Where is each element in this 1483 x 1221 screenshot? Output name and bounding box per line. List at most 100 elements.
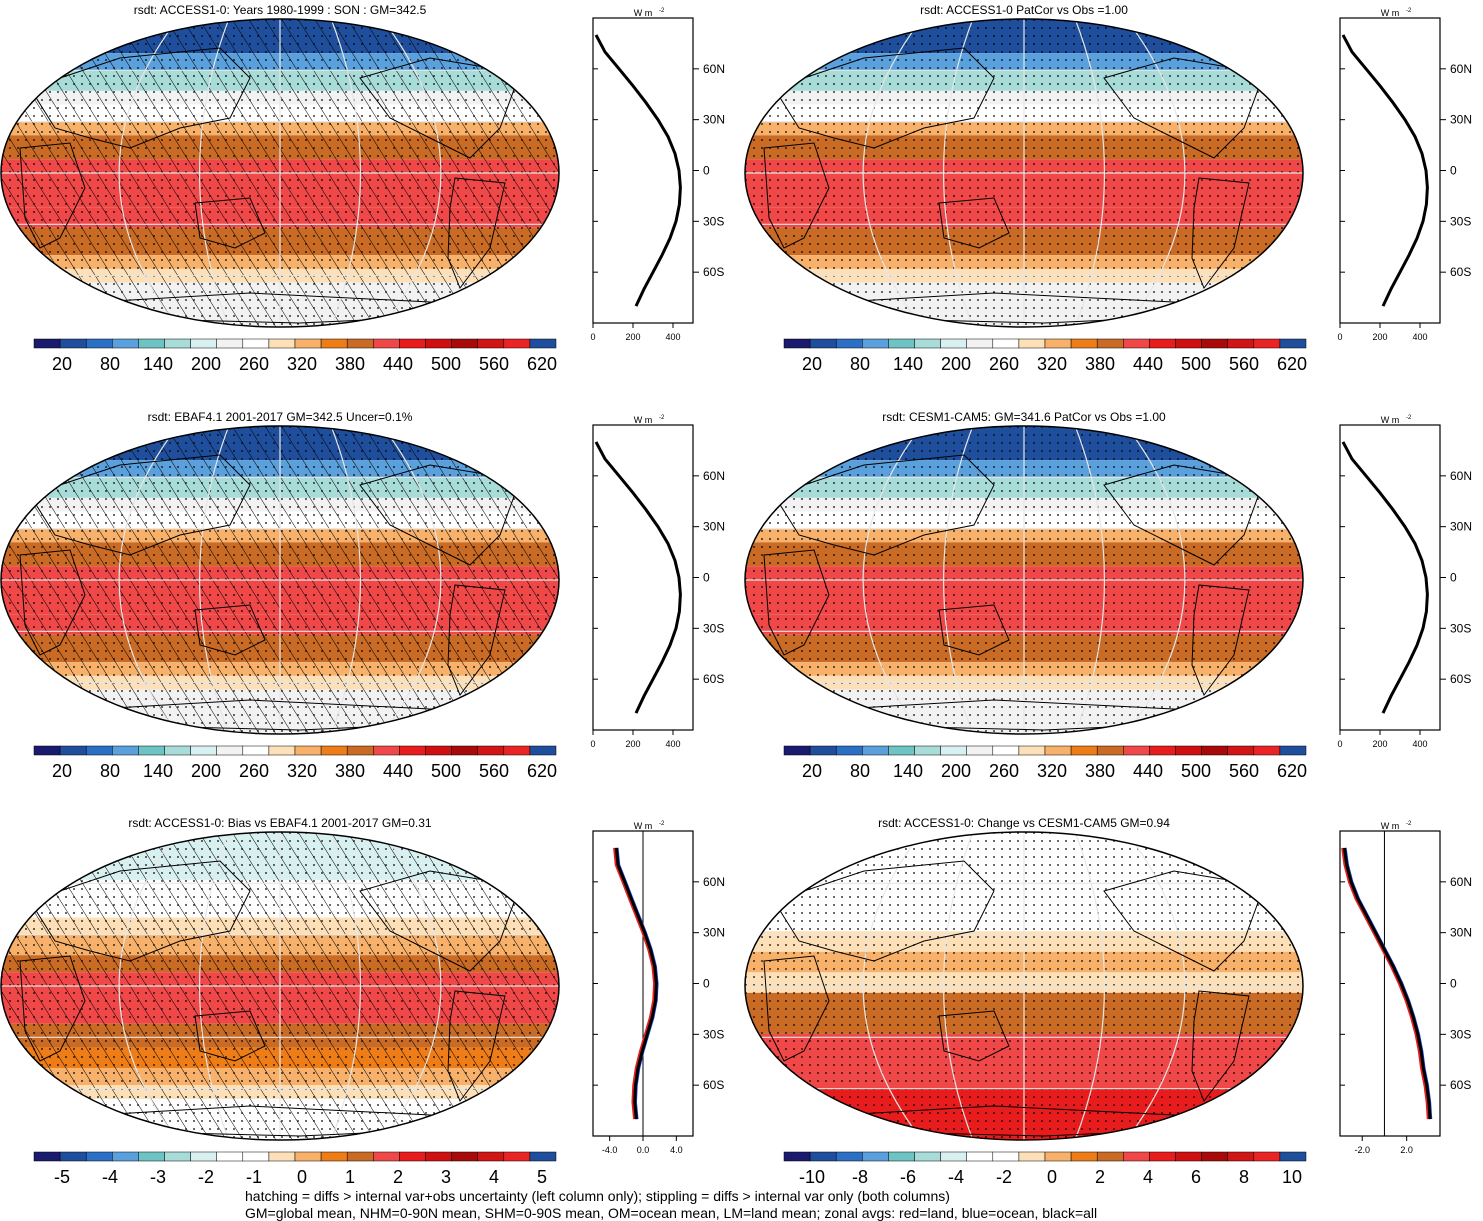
colorbar-0-cell-2 xyxy=(85,338,113,349)
colorbar-2-label-1: 80 xyxy=(99,761,121,781)
colorbar-0-cell-7 xyxy=(216,338,244,349)
zonal-0-unit: W m xyxy=(634,8,653,18)
colorbar-2-cell-6 xyxy=(190,745,217,756)
map-1 xyxy=(744,18,1304,328)
colorbar-2-cell-7 xyxy=(216,745,244,756)
zonal-5-land-line xyxy=(1341,847,1430,1120)
colorbar-4-cell-8 xyxy=(242,1151,270,1162)
colorbar-1-label-4: 260 xyxy=(988,354,1020,374)
colorbar-4-cell-3 xyxy=(112,1151,139,1162)
colorbar-4-label-2: -3 xyxy=(149,1167,167,1187)
zonal-2-ytick-3: 30S xyxy=(703,621,724,635)
colorbar-2-cell-10 xyxy=(294,745,322,756)
colorbar-5-cell-1 xyxy=(809,1151,837,1162)
zonal-plot-1: W m -2 60N 30N 0 30S 60S 0 200 400 xyxy=(1337,8,1472,342)
colorbar-0-cell-6 xyxy=(190,338,217,349)
zonal-5-ytick-4: 60S xyxy=(1450,1078,1471,1092)
map-1-coastline-2 xyxy=(938,197,1010,249)
colorbar-3-cell-13 xyxy=(1123,745,1150,756)
colorbar-1-label-7: 440 xyxy=(1132,354,1164,374)
zonal-4-all-line xyxy=(614,847,658,1120)
colorbar-5-cell-11 xyxy=(1070,1151,1098,1162)
colorbar-5-label-8: 6 xyxy=(1190,1167,1202,1187)
zonal-0-ytick-4: 60S xyxy=(703,265,724,279)
zonal-3-ytick-2: 0 xyxy=(1450,571,1457,585)
colorbar-3-label-4: 260 xyxy=(988,761,1020,781)
colorbar-4-label-5: 0 xyxy=(296,1167,308,1187)
colorbar-3-label-9: 560 xyxy=(1228,761,1260,781)
colorbar-0-label-2: 140 xyxy=(142,354,174,374)
map-0-coastline-0 xyxy=(29,47,251,149)
colorbar-3 xyxy=(783,745,1307,756)
map-1-title: rsdt: ACCESS1-0 PatCor vs Obs =1.00 xyxy=(920,3,1128,17)
map-3-coastline-4 xyxy=(1191,584,1250,697)
colorbar-5-cell-19 xyxy=(1279,1151,1307,1162)
colorbar-3-label-6: 380 xyxy=(1084,761,1116,781)
colorbar-5-cell-6 xyxy=(940,1151,967,1162)
zonal-1-ytick-1: 30N xyxy=(1450,113,1472,127)
colorbar-4-cell-0 xyxy=(33,1151,61,1162)
zonal-0-ytick-0: 60N xyxy=(703,62,725,76)
zonal-4-xtick-0: -4.0 xyxy=(602,1145,618,1155)
colorbar-2-label-3: 200 xyxy=(190,761,222,781)
colorbar-4-label-1: -4 xyxy=(101,1167,119,1187)
zonal-1-xtick-2: 400 xyxy=(1412,332,1427,342)
colorbar-1-cell-1 xyxy=(809,338,837,349)
zonal-5-all-line xyxy=(1342,847,1432,1120)
colorbar-4-label-8: 3 xyxy=(440,1167,452,1187)
colorbar-0-cell-10 xyxy=(294,338,322,349)
colorbar-1-cell-0 xyxy=(783,338,811,349)
zonal-2-unit: W m xyxy=(634,415,653,425)
colorbar-3-cell-19 xyxy=(1279,745,1307,756)
colorbar-0-cell-0 xyxy=(33,338,61,349)
colorbar-2-cell-14 xyxy=(399,745,426,756)
colorbar-4-label-9: 4 xyxy=(488,1167,500,1187)
colorbar-1-cell-7 xyxy=(966,338,994,349)
colorbar-5-label-10: 10 xyxy=(1281,1167,1303,1187)
colorbar-5-cell-17 xyxy=(1227,1151,1255,1162)
zonal-4-xtick-2: 4.0 xyxy=(670,1145,683,1155)
colorbar-1 xyxy=(783,338,1307,349)
zonal-3-unit: W m xyxy=(1381,415,1400,425)
colorbar-0-cell-19 xyxy=(529,338,557,349)
colorbar-3-cell-17 xyxy=(1227,745,1255,756)
colorbar-4-cell-13 xyxy=(373,1151,400,1162)
colorbar-1-cell-15 xyxy=(1175,338,1202,349)
svg-text:-2: -2 xyxy=(1406,821,1412,827)
colorbar-0-label-8: 500 xyxy=(430,354,462,374)
colorbar-0-cell-3 xyxy=(112,338,139,349)
colorbar-3-label-7: 440 xyxy=(1132,761,1164,781)
map-2-title: rsdt: EBAF4.1 2001-2017 GM=342.5 Uncer=0… xyxy=(147,410,413,424)
map-1-coastline-4 xyxy=(1191,177,1250,290)
colorbar-2 xyxy=(33,745,557,756)
map-2-coastline-2 xyxy=(194,604,266,656)
colorbar-4-cell-15 xyxy=(425,1151,452,1162)
zonal-2-all-line xyxy=(594,441,682,714)
colorbar-5-cell-7 xyxy=(966,1151,994,1162)
zonal-3-all-line xyxy=(1341,441,1429,714)
colorbar-4-label-10: 5 xyxy=(536,1167,548,1187)
svg-text:-2: -2 xyxy=(1406,8,1412,14)
map-5-coastline-0 xyxy=(773,860,995,962)
colorbar-0-cell-13 xyxy=(373,338,400,349)
zonal-5-ytick-3: 30S xyxy=(1450,1027,1471,1041)
svg-text:-2: -2 xyxy=(659,821,665,827)
map-5-coastline-1 xyxy=(763,955,830,1062)
colorbar-1-label-1: 80 xyxy=(849,354,871,374)
colorbar-1-cell-6 xyxy=(940,338,967,349)
colorbar-0-label-7: 440 xyxy=(382,354,414,374)
colorbar-0-cell-15 xyxy=(425,338,452,349)
map-0-coastline-1 xyxy=(19,142,86,249)
zonal-4-land-line xyxy=(613,847,656,1120)
footer-line-1: hatching = diffs > internal var+obs unce… xyxy=(245,1188,950,1204)
colorbar-1-label-6: 380 xyxy=(1084,354,1116,374)
colorbar-2-cell-3 xyxy=(112,745,139,756)
colorbar-4-label-3: -2 xyxy=(197,1167,215,1187)
zonal-0-xtick-0: 0 xyxy=(590,332,595,342)
colorbar-3-label-10: 620 xyxy=(1276,761,1308,781)
map-5 xyxy=(744,831,1304,1141)
colorbar-1-cell-10 xyxy=(1044,338,1072,349)
zonal-plot-5: W m -2 60N 30N 0 30S 60S -2.0 2.0 xyxy=(1339,821,1472,1155)
zonal-5-xtick-1: 2.0 xyxy=(1400,1145,1413,1155)
footer-line-2: GM=global mean, NHM=0-90N mean, SHM=0-90… xyxy=(245,1205,1098,1221)
